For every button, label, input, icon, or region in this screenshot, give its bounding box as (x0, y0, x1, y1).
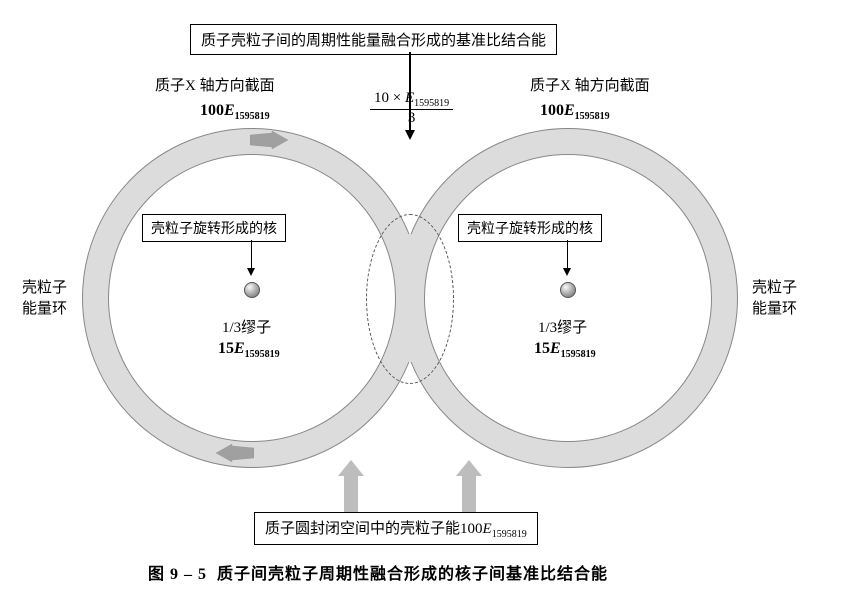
left-core-arrow-head (247, 268, 255, 276)
bottom-box: 质子圆封闭空间中的壳粒子能100E1595819 (254, 512, 538, 545)
center-fraction: 10 × E1595819 3 (370, 90, 453, 127)
caption-number: 图 9 – 5 (148, 566, 207, 583)
right-core-arrow-shaft (567, 240, 568, 270)
left-section-label: 质子X 轴方向截面 (155, 74, 275, 95)
right-core-arrow-head (563, 268, 571, 276)
left-core-arrow-shaft (251, 240, 252, 270)
right-side-label: 壳粒子 能量环 (752, 278, 797, 320)
right-muon-energy: 15E1595819 (534, 340, 596, 360)
top-title-text: 质子壳粒子间的周期性能量融合形成的基准比结合能 (201, 33, 546, 49)
left-side-label: 壳粒子 能量环 (22, 278, 67, 320)
right-muon-label: 1/3缪子 (538, 316, 587, 337)
bottom-right-thick-arrow (462, 476, 476, 512)
left-ring-inner (108, 154, 396, 442)
top-title-box: 质子壳粒子间的周期性能量融合形成的基准比结合能 (190, 24, 557, 55)
left-muon-label: 1/3缪子 (222, 316, 271, 337)
top-arrow-head (405, 130, 415, 140)
caption-text: 质子间壳粒子周期性融合形成的核子间基准比结合能 (217, 566, 608, 583)
left-ring-bottom-arrow (216, 444, 254, 466)
left-ring-energy: 100E1595819 (200, 102, 270, 122)
right-core-sphere (560, 282, 576, 298)
left-ring-top-arrow (250, 131, 288, 153)
bottom-left-thick-arrow (344, 476, 358, 512)
right-section-label: 质子X 轴方向截面 (530, 74, 650, 95)
left-muon-energy: 15E1595819 (218, 340, 280, 360)
left-core-sphere (244, 282, 260, 298)
left-core-box: 壳粒子旋转形成的核 (142, 214, 286, 242)
figure-caption: 图 9 – 5 质子间壳粒子周期性融合形成的核子间基准比结合能 (148, 560, 608, 584)
intersection-ellipse (366, 214, 454, 384)
right-ring-energy: 100E1595819 (540, 102, 610, 122)
right-ring-inner (424, 154, 712, 442)
right-core-box: 壳粒子旋转形成的核 (458, 214, 602, 242)
